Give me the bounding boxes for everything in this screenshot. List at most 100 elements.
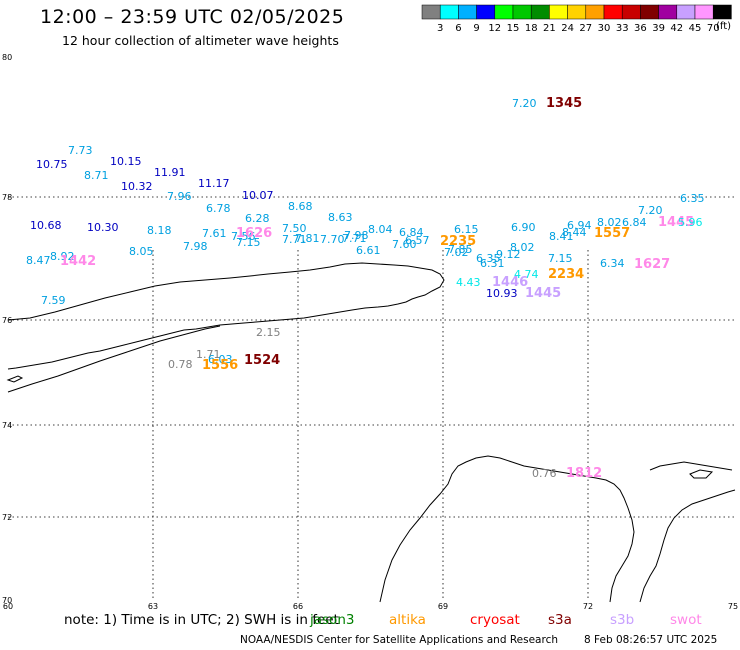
legend-label: 6 xyxy=(455,23,461,34)
wave-height-label: 6.61 xyxy=(356,244,381,257)
satellite-label-s3a: s3a xyxy=(548,612,572,628)
wave-height-label: 0.76 xyxy=(532,467,557,480)
wave-height-label: 7.70 xyxy=(320,233,345,246)
latitude-label: 76 xyxy=(2,316,12,325)
satellite-label-swot: swot xyxy=(670,612,702,628)
wave-height-label: 7.15 xyxy=(548,252,573,265)
footer-organization: NOAA/NESDIS Center for Satellite Applica… xyxy=(240,634,558,646)
wave-height-label: 8.92 xyxy=(50,250,75,263)
wave-height-label: 2235 xyxy=(440,234,476,249)
wave-height-label: 8.63 xyxy=(328,211,353,224)
satellite-label-jason3: jason3 xyxy=(310,612,355,628)
wave-height-label: 0.78 xyxy=(168,358,193,371)
latitude-label: 72 xyxy=(2,513,12,522)
wave-height-label: 5.96 xyxy=(678,216,703,229)
wave-height-label: 7.73 xyxy=(68,144,93,157)
coastline-peninsula-east xyxy=(639,489,736,603)
legend-label: 39 xyxy=(652,23,665,34)
satellite-label-s3b: s3b xyxy=(610,612,635,628)
legend-label: 30 xyxy=(598,23,611,34)
wave-height-label: 7.71 xyxy=(342,232,367,245)
legend-label: 3 xyxy=(437,23,443,34)
wave-height-label: 1.71 xyxy=(196,348,221,361)
wave-height-label: 7.56 xyxy=(231,230,256,243)
wave-height-label: 1446 xyxy=(492,275,528,290)
wave-height-label: 10.75 xyxy=(36,158,68,171)
wave-height-label: 1812 xyxy=(566,466,602,481)
footer-generated-time: 8 Feb 08:26:57 UTC 2025 xyxy=(584,634,718,646)
wave-height-label: 2234 xyxy=(548,267,584,282)
wave-height-label: 8.68 xyxy=(288,200,313,213)
coastline-novaya-zemlya-south xyxy=(7,325,221,393)
wave-height-label: 1445 xyxy=(658,215,694,230)
wave-height-label: 7.81 xyxy=(295,232,320,245)
wave-height-label: 10.15 xyxy=(110,155,142,168)
wave-height-label: 6.15 xyxy=(454,223,479,236)
wave-height-label: 7.96 xyxy=(167,190,192,203)
wave-height-label: 1445 xyxy=(525,286,561,301)
wave-height-label: 1524 xyxy=(244,353,280,368)
wave-height-label: 1345 xyxy=(546,96,582,111)
coastline-novaya-zemlya-north xyxy=(7,262,445,370)
wave-height-label: 7.71 xyxy=(282,233,307,246)
legend-label: 15 xyxy=(507,23,520,34)
latitude-label: 70 xyxy=(2,596,12,605)
wave-height-label: 6.94 xyxy=(567,219,592,232)
coastline-peninsula-coast xyxy=(649,461,733,471)
longitude-label: 63 xyxy=(148,602,158,611)
wave-height-label: 8.02 xyxy=(597,216,622,229)
latitude-label: 80 xyxy=(2,53,12,62)
wave-height-label: 6.34 xyxy=(600,257,625,270)
wave-height-label: 6.28 xyxy=(245,212,270,225)
wave-height-label: 6.31 xyxy=(480,257,505,270)
wave-height-label: 6.35 xyxy=(476,252,501,265)
legend-label: 33 xyxy=(616,23,629,34)
wave-height-label: 10.68 xyxy=(30,219,62,232)
wave-height-label: 6.90 xyxy=(511,221,536,234)
legend-label: 27 xyxy=(579,23,592,34)
coastline-island-north xyxy=(689,469,714,479)
wave-height-label: 10.32 xyxy=(121,180,153,193)
wave-height-label: 9.12 xyxy=(496,248,521,261)
wave-height-label: 7.02 xyxy=(444,246,469,259)
wave-height-label: 1557 xyxy=(594,226,630,241)
wave-height-label: 1626 xyxy=(236,226,272,241)
footer-note: note: 1) Time is in UTC; 2) SWH is in fe… xyxy=(64,612,339,628)
coastline xyxy=(6,262,736,603)
longitude-label: 66 xyxy=(293,602,303,611)
wave-height-label: 6.84 xyxy=(622,216,647,229)
wave-height-label: 7.60 xyxy=(392,238,417,251)
legend-unit: (ft) xyxy=(716,21,732,32)
coastline-island-west xyxy=(6,375,24,383)
page-subtitle: 12 hour collection of altimeter wave hei… xyxy=(62,33,339,48)
wave-height-label: 4.74 xyxy=(514,268,539,281)
wave-height-label: 8.71 xyxy=(84,169,109,182)
legend-label: 9 xyxy=(473,23,479,34)
color-legend: 3 6 9 12 15 18 21 24 27 30 33 36 39 42 45 70 xyxy=(421,4,732,34)
wave-height-label: 4.43 xyxy=(456,276,481,289)
legend-label: 45 xyxy=(689,23,702,34)
wave-height-label: 1556 xyxy=(202,358,238,373)
legend-label: 36 xyxy=(634,23,647,34)
latitude-label: 78 xyxy=(2,193,12,202)
legend-label: 42 xyxy=(670,23,683,34)
wave-height-label: 8.41 xyxy=(549,230,574,243)
wave-height-label: 11.91 xyxy=(154,166,186,179)
page-title: 12:00 – 23:59 UTC 02/05/2025 xyxy=(40,6,345,28)
satellite-label-altika: altika xyxy=(389,612,426,628)
wave-height-label: 8.02 xyxy=(510,241,535,254)
wave-height-label: 2.15 xyxy=(256,326,281,339)
wave-height-label: 7.59 xyxy=(41,294,66,307)
wave-height-label: 1627 xyxy=(634,257,670,272)
wave-height-label: 7.98 xyxy=(183,240,208,253)
wave-height-label: 6.03 xyxy=(208,353,233,366)
longitude-label: 75 xyxy=(728,602,738,611)
wave-height-label: 8.18 xyxy=(147,224,172,237)
wave-height-label: 10.07 xyxy=(242,189,274,202)
longitude-label: 72 xyxy=(583,602,593,611)
wave-height-label: 6.57 xyxy=(405,234,430,247)
legend-label: 18 xyxy=(525,23,538,34)
wave-height-label: 7.20 xyxy=(638,204,663,217)
